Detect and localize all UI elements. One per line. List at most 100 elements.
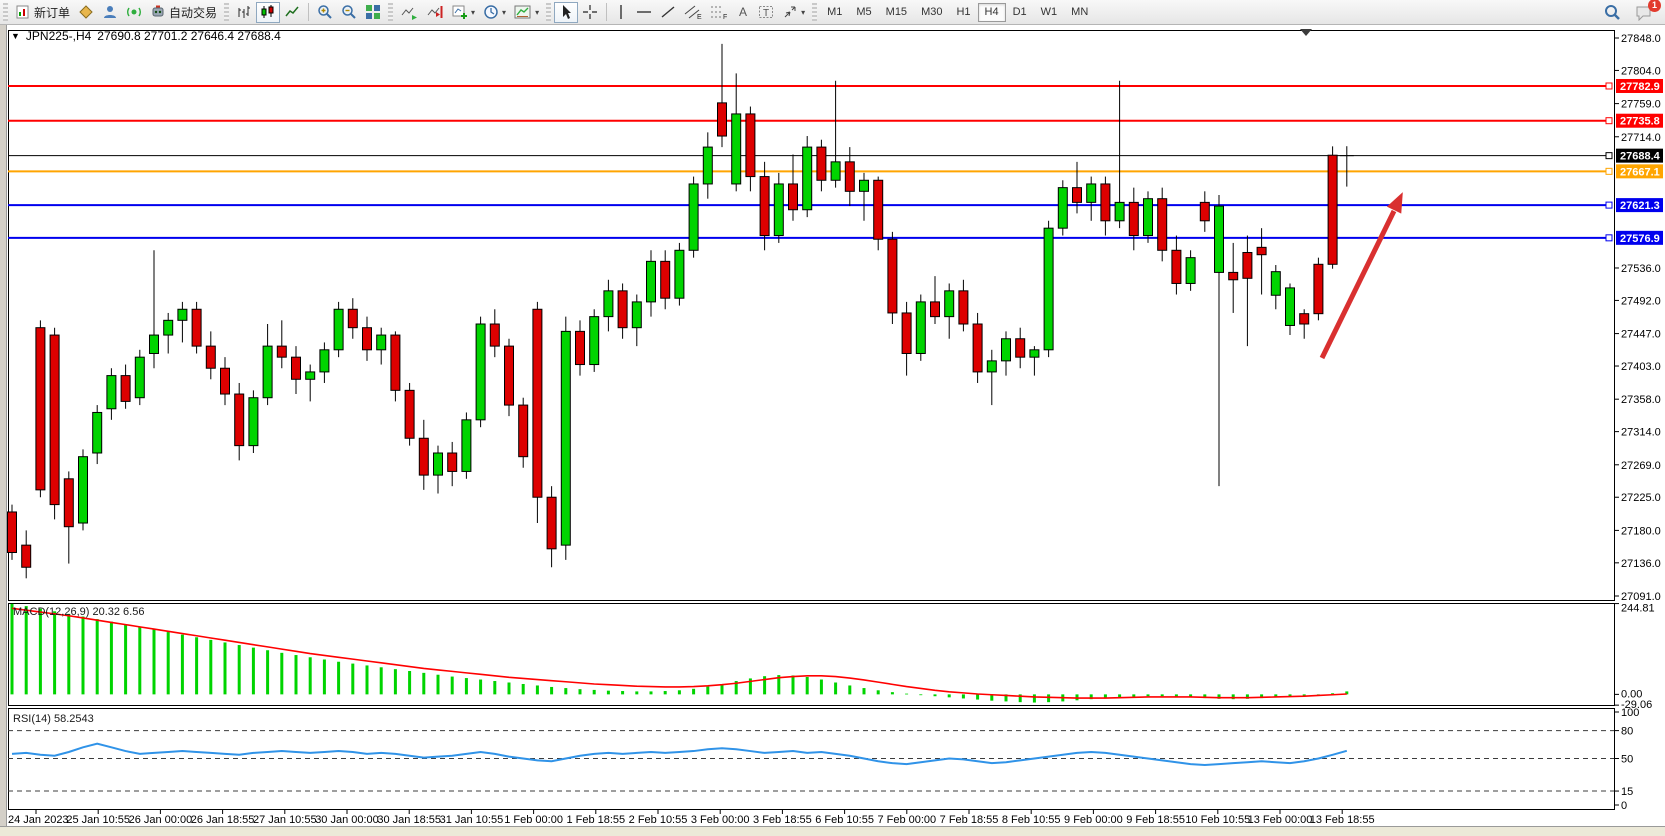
price-tick-label: 27714.0 <box>1621 132 1661 144</box>
macd-histogram-bar <box>67 613 71 695</box>
candle <box>21 544 32 568</box>
timeframe-h1[interactable]: H1 <box>949 3 977 22</box>
autotrading-button[interactable]: 自动交易 <box>146 2 221 23</box>
trendline-button[interactable] <box>656 2 680 23</box>
timeframe-w1[interactable]: W1 <box>1034 3 1065 22</box>
macd-histogram-bar <box>152 629 156 695</box>
toolbar-grip[interactable] <box>224 3 230 21</box>
macd-histogram-bar <box>1032 694 1036 703</box>
line-chart-button[interactable] <box>280 2 304 23</box>
macd-histogram-bar <box>1132 694 1136 697</box>
macd-histogram-bar <box>976 694 980 700</box>
signals-button[interactable] <box>122 2 146 23</box>
text-icon: A <box>736 4 750 20</box>
macd-tick-label: 244.81 <box>1621 603 1655 615</box>
level-end-handle[interactable] <box>1605 234 1613 242</box>
macd-histogram-bar <box>1189 694 1193 698</box>
macd-histogram-bar <box>379 667 383 695</box>
market-watch-button[interactable] <box>74 2 98 23</box>
macd-histogram-bar <box>1103 694 1107 699</box>
level-end-handle[interactable] <box>1605 117 1613 125</box>
candle <box>631 301 642 329</box>
crosshair-button[interactable] <box>578 2 602 23</box>
price-level-badge <box>1616 164 1663 179</box>
timeframe-h4[interactable]: H4 <box>977 2 1006 22</box>
macd-histogram-bar <box>422 672 426 695</box>
channel-icon: E <box>684 4 702 20</box>
timeframe-m15[interactable]: M15 <box>879 3 914 22</box>
vertical-line-button[interactable] <box>611 2 632 23</box>
macd-histogram-bar <box>109 621 113 695</box>
macd-histogram-bar <box>294 655 298 695</box>
macd-panel[interactable] <box>8 603 1615 706</box>
price-level-badge <box>1616 148 1663 163</box>
level-end-handle[interactable] <box>1605 152 1613 160</box>
annotation-arrow[interactable] <box>1319 209 1397 360</box>
new-order-button[interactable]: 新订单 <box>11 2 74 23</box>
profile-button[interactable] <box>98 2 122 23</box>
toolbar-grip[interactable] <box>388 3 394 21</box>
main-chart-panel[interactable] <box>8 30 1615 601</box>
add-indicator-button[interactable]: ▾ <box>448 2 479 23</box>
candle <box>49 334 60 506</box>
macd-histogram-bar <box>507 682 511 695</box>
date-label: 25 Jan 10:55 <box>66 814 130 826</box>
timeframe-mn[interactable]: MN <box>1064 3 1095 22</box>
cursor-arrow-icon <box>558 4 574 20</box>
candle <box>390 334 401 391</box>
candlestick-chart-button[interactable] <box>256 1 281 23</box>
zoom-in-button[interactable] <box>313 2 337 23</box>
date-label: 30 Jan 18:55 <box>377 814 441 826</box>
text-button[interactable]: A <box>732 2 754 23</box>
macd-histogram-bar <box>663 691 667 695</box>
ohlc-values: 27690.8 27701.2 27646.4 27688.4 <box>97 29 281 43</box>
macd-histogram-bar <box>81 616 85 695</box>
annotation-arrow-head[interactable] <box>1386 189 1410 214</box>
macd-histogram-bar <box>1018 694 1022 703</box>
toolbar-grip[interactable] <box>812 3 818 21</box>
one-click-dropdown-icon[interactable]: ▼ <box>11 31 20 41</box>
chart-shift-button[interactable] <box>422 2 448 23</box>
macd-histogram-bar <box>450 676 454 695</box>
candle <box>120 375 131 402</box>
cursor-button[interactable] <box>554 1 579 23</box>
chart-shift-marker-icon[interactable] <box>1300 29 1312 36</box>
macd-histogram-bar <box>649 691 653 695</box>
price-tick-label: 27403.0 <box>1621 361 1661 373</box>
candle <box>333 308 344 351</box>
fibonacci-button[interactable]: F <box>706 2 732 23</box>
arrows-button[interactable]: ▾ <box>778 2 809 23</box>
auto-scroll-button[interactable] <box>396 2 422 23</box>
timeframe-m30[interactable]: M30 <box>914 3 949 22</box>
level-end-handle[interactable] <box>1605 167 1613 175</box>
horizontal-line-button[interactable] <box>632 2 656 23</box>
templates-button[interactable]: ▾ <box>510 2 543 23</box>
timeframe-d1[interactable]: D1 <box>1006 3 1034 22</box>
timeframe-m5[interactable]: M5 <box>849 3 878 22</box>
toolbar-grip[interactable] <box>546 3 552 21</box>
periods-button[interactable]: ▾ <box>479 2 510 23</box>
macd-histogram-bar <box>1203 694 1207 699</box>
macd-histogram-bar <box>280 652 284 695</box>
candle <box>63 478 74 528</box>
bar-chart-button[interactable] <box>232 2 256 23</box>
timeframe-m1[interactable]: M1 <box>820 3 849 22</box>
tile-windows-button[interactable] <box>361 2 385 23</box>
notifications-button[interactable]: 1 <box>1631 0 1661 23</box>
candle <box>404 389 415 439</box>
search-button[interactable] <box>1600 2 1625 23</box>
toolbar-grip[interactable] <box>3 3 8 21</box>
status-bar <box>0 826 1665 836</box>
price-level-badge <box>1616 230 1663 245</box>
candle <box>1086 183 1097 203</box>
date-label: 10 Feb 10:55 <box>1185 814 1250 826</box>
zoom-out-button[interactable] <box>337 2 361 23</box>
price-level-badge <box>1616 78 1663 93</box>
candle <box>149 334 159 354</box>
candle <box>1270 271 1281 296</box>
equidistant-channel-button[interactable]: E <box>680 2 706 23</box>
level-end-handle[interactable] <box>1605 201 1613 209</box>
text-label-button[interactable]: T <box>754 2 778 23</box>
level-end-handle[interactable] <box>1605 82 1613 90</box>
